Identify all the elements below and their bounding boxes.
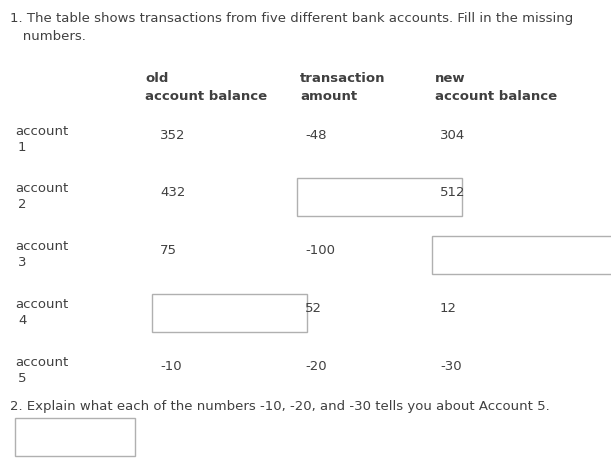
Text: 304: 304	[440, 129, 465, 142]
Text: account: account	[15, 240, 68, 253]
Text: 1. The table shows transactions from five different bank accounts. Fill in the m: 1. The table shows transactions from fiv…	[10, 12, 573, 25]
Text: account: account	[15, 298, 68, 311]
Text: 4: 4	[18, 314, 26, 327]
Text: account balance: account balance	[145, 90, 267, 103]
Text: -48: -48	[305, 129, 326, 142]
Text: -100: -100	[305, 244, 335, 257]
Text: 12: 12	[440, 302, 457, 315]
Text: -10: -10	[160, 360, 181, 373]
Text: account: account	[15, 356, 68, 369]
Text: account: account	[15, 125, 68, 138]
Text: numbers.: numbers.	[10, 30, 86, 43]
Bar	[152, 294, 307, 332]
Text: 2. Explain what each of the numbers -10, -20, and -30 tells you about Account 5.: 2. Explain what each of the numbers -10,…	[10, 400, 550, 413]
Text: 3: 3	[18, 256, 26, 269]
Text: -20: -20	[305, 360, 327, 373]
Text: 1: 1	[18, 141, 26, 154]
Text: 432: 432	[160, 186, 185, 199]
Bar	[432, 236, 611, 274]
Bar	[297, 178, 462, 216]
Text: new: new	[435, 72, 466, 85]
Text: account: account	[15, 182, 68, 195]
Text: account balance: account balance	[435, 90, 557, 103]
Text: -30: -30	[440, 360, 462, 373]
Text: 75: 75	[160, 244, 177, 257]
Text: amount: amount	[300, 90, 357, 103]
Text: transaction: transaction	[300, 72, 386, 85]
Bar	[15, 418, 135, 456]
Text: 5: 5	[18, 372, 26, 385]
Text: old: old	[145, 72, 169, 85]
Text: 2: 2	[18, 198, 26, 211]
Text: 352: 352	[160, 129, 186, 142]
Text: 52: 52	[305, 302, 322, 315]
Text: 512: 512	[440, 186, 466, 199]
